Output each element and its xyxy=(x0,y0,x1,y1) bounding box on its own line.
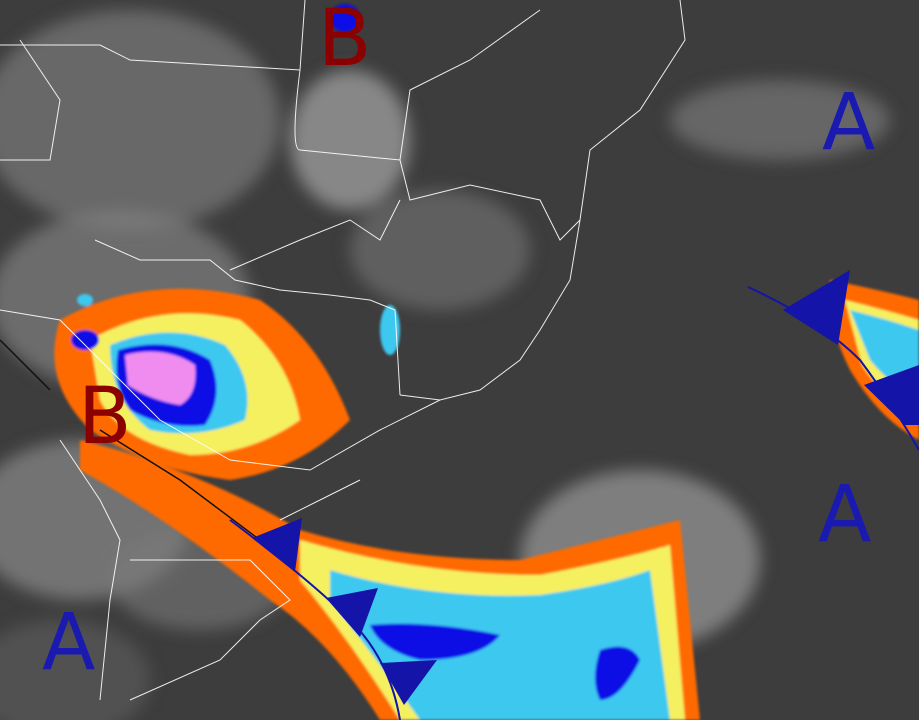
cold-front-west xyxy=(0,339,437,720)
high-pressure-label: A xyxy=(822,78,876,168)
front-triangle xyxy=(380,660,437,705)
front-triangle xyxy=(783,270,850,345)
low-pressure-label: B xyxy=(318,0,372,84)
front-triangle xyxy=(252,518,302,572)
political-boundaries xyxy=(0,0,686,701)
high-pressure-label: A xyxy=(818,470,872,560)
cold-front-east xyxy=(747,270,919,451)
low-pressure-label: B xyxy=(78,372,132,462)
front-triangle xyxy=(864,365,919,425)
high-pressure-label: A xyxy=(42,598,96,688)
front-triangle xyxy=(326,588,378,637)
